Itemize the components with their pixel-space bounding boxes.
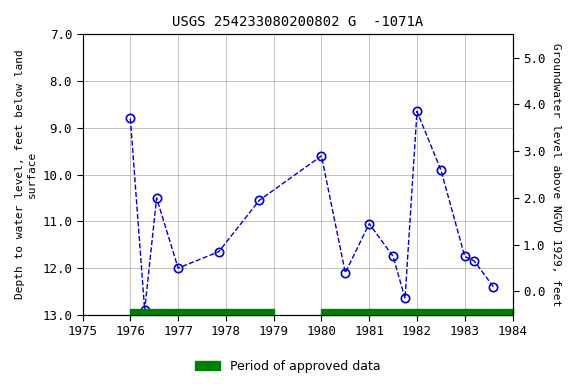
Bar: [321, 309, 513, 315]
Y-axis label: Depth to water level, feet below land
surface: Depth to water level, feet below land su…: [15, 50, 37, 300]
Legend: Period of approved data: Period of approved data: [190, 355, 386, 378]
Y-axis label: Groundwater level above NGVD 1929, feet: Groundwater level above NGVD 1929, feet: [551, 43, 561, 306]
Bar: [130, 309, 274, 315]
Title: USGS 254233080200802 G  -1071A: USGS 254233080200802 G -1071A: [172, 15, 423, 29]
